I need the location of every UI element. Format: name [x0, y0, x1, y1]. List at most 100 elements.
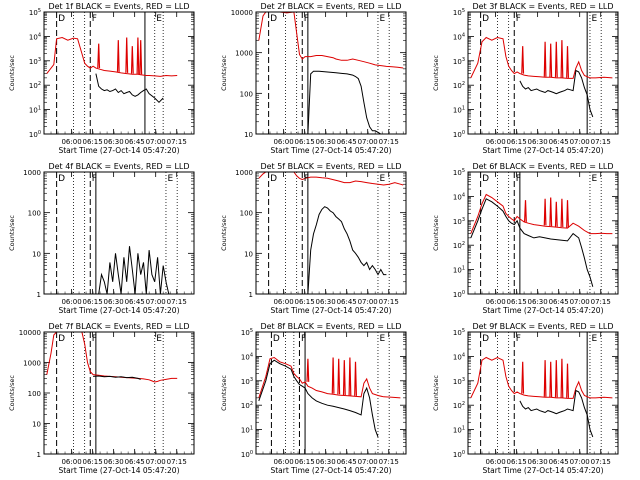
marker-label-e: E: [167, 174, 173, 184]
y-tick-label: 100: [240, 210, 253, 218]
marker-label-f: F: [301, 334, 306, 344]
y-axis-label: Counts/sec: [220, 375, 228, 411]
plot-frame: [43, 11, 195, 135]
y-tick-label: 10: [244, 131, 253, 139]
detector-panel-6: Det 6f BLACK = Events, RED = LLD 100 101 10…: [432, 162, 619, 315]
y-tick-label: 101: [453, 106, 465, 115]
plot-area: [56, 172, 178, 294]
plot-frame: [467, 331, 619, 455]
plot-area: [258, 172, 404, 294]
x-tick-label: 06:00: [273, 138, 293, 146]
x-tick-label: 06:00: [485, 138, 505, 146]
detector-panel-3: Det 3f BLACK = Events, RED = LLD 100 101 10…: [432, 2, 619, 155]
x-tick-label: 06:30: [528, 458, 548, 466]
x-tick-label: 07:00: [358, 458, 378, 466]
y-tick-label: 10000: [19, 329, 41, 337]
detector-panel-7: Det 7f BLACK = Events, RED = LLD 1 10 100 10…: [8, 322, 195, 475]
plot-frame: [43, 171, 195, 295]
y-tick-label: 1: [37, 451, 41, 459]
y-tick-label: 10: [244, 250, 253, 258]
panel-title: Det 3f BLACK = Events, RED = LLD: [472, 2, 613, 11]
marker-label-d: D: [270, 174, 277, 184]
lld-spike: [549, 43, 553, 78]
marker-label-e: E: [379, 174, 385, 184]
detector-panel-5: Det 5f BLACK = Events, RED = LLD 1 10 100 10…: [220, 162, 407, 315]
lld-spike: [560, 358, 564, 398]
lld-spike: [521, 361, 525, 394]
series-events-line: [98, 246, 170, 294]
marker-label-e: E: [156, 334, 162, 344]
x-tick-label: 07:00: [570, 138, 590, 146]
lld-spike: [97, 43, 101, 69]
marker-label-e: E: [379, 334, 385, 344]
y-tick-label: 1: [249, 291, 253, 299]
x-tick-label: 07:00: [146, 298, 166, 306]
series-lld-line: [46, 36, 178, 77]
x-tick-label: 07:15: [167, 458, 187, 466]
series-events-line: [95, 73, 164, 104]
marker-label-d: D: [482, 174, 489, 184]
series-lld-line: [470, 36, 613, 79]
series-events-line: [307, 206, 387, 294]
marker-label-d: D: [273, 334, 280, 344]
lld-spike: [554, 41, 558, 78]
lld-spike: [543, 41, 547, 77]
x-axis-label: Start Time (27-Oct-14 05:47:20): [482, 146, 603, 155]
lld-spike: [354, 361, 357, 396]
plot-area: [470, 172, 613, 294]
x-tick-label: 06:45: [125, 138, 145, 146]
panel-title: Det 2f BLACK = Events, RED = LLD: [260, 2, 401, 11]
panel-title: Det 4f BLACK = Events, RED = LLD: [48, 162, 189, 171]
panel-title: Det 7f BLACK = Events, RED = LLD: [48, 322, 189, 331]
x-tick-label: 06:30: [316, 298, 336, 306]
plot-area: [46, 12, 178, 134]
lld-spike: [337, 358, 341, 395]
marker-label-d: D: [270, 14, 277, 24]
x-tick-label: 06:00: [273, 298, 293, 306]
x-tick-label: 06:30: [316, 458, 336, 466]
y-tick-label: 102: [453, 81, 465, 90]
marker-label-f: F: [516, 14, 521, 24]
plot-area: [46, 332, 178, 454]
x-tick-label: 07:00: [358, 298, 378, 306]
lld-spike: [549, 361, 553, 398]
y-axis-label: Counts/sec: [432, 375, 440, 411]
series-lld-line: [258, 356, 401, 399]
y-tick-label: 104: [453, 192, 465, 201]
y-tick-label: 100: [241, 450, 253, 459]
lld-spike: [554, 360, 558, 398]
marker-label-f: F: [92, 14, 97, 24]
lld-spike: [566, 46, 569, 78]
x-axis-label: Start Time (27-Oct-14 05:47:20): [270, 146, 391, 155]
y-tick-label: 101: [453, 266, 465, 275]
x-tick-label: 07:15: [591, 138, 611, 146]
x-tick-label: 06:30: [104, 138, 124, 146]
x-tick-label: 07:15: [379, 458, 399, 466]
plot-area: [470, 12, 613, 134]
y-tick-label: 101: [29, 106, 41, 115]
panel-title: Det 6f BLACK = Events, RED = LLD: [472, 162, 613, 171]
x-tick-label: 07:15: [379, 298, 399, 306]
y-tick-label: 100: [453, 130, 465, 139]
x-tick-label: 06:30: [104, 458, 124, 466]
x-tick-label: 07:00: [570, 458, 590, 466]
plot-frame: [43, 331, 195, 455]
y-tick-label: 105: [29, 8, 41, 17]
x-tick-label: 06:45: [337, 138, 357, 146]
x-tick-label: 06:30: [316, 138, 336, 146]
series-events-line: [93, 375, 141, 380]
y-tick-label: 103: [241, 377, 253, 386]
y-tick-label: 1000: [23, 360, 41, 368]
lld-spike: [543, 198, 547, 226]
y-axis-label: Counts/sec: [432, 55, 440, 91]
lld-spike: [549, 197, 553, 227]
panel-title: Det 8f BLACK = Events, RED = LLD: [260, 322, 401, 331]
plot-frame: [467, 171, 619, 295]
plot-area: [470, 332, 613, 454]
y-axis-label: Counts/sec: [8, 215, 16, 251]
x-axis-label: Start Time (27-Oct-14 05:47:20): [58, 146, 179, 155]
x-axis-label: Start Time (27-Oct-14 05:47:20): [482, 466, 603, 475]
series-lld-line: [258, 12, 404, 69]
x-tick-label: 06:30: [104, 298, 124, 306]
detector-panel-2: Det 2f BLACK = Events, RED = LLD 10 100 100…: [220, 2, 407, 155]
